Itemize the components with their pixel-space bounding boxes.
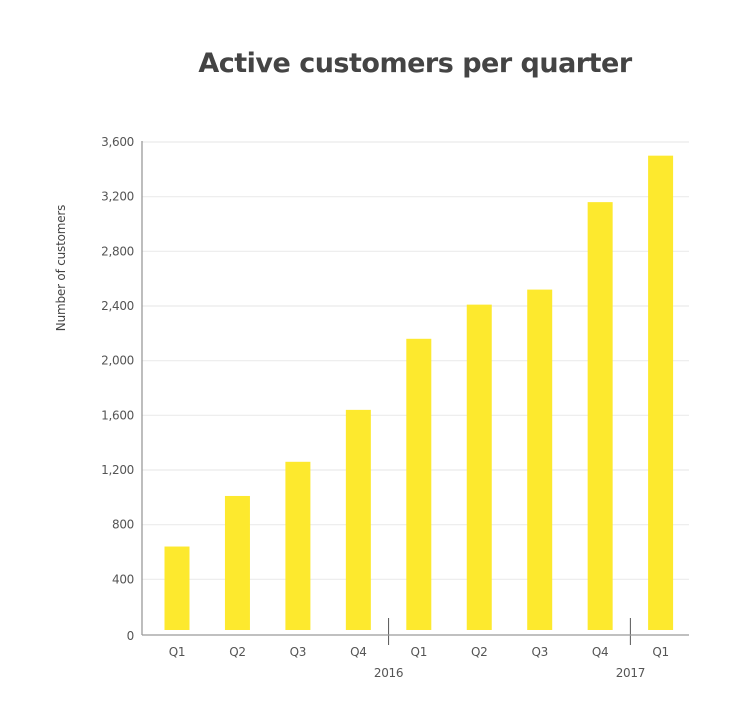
- x-tick-label: Q1: [411, 645, 427, 659]
- x-tick-labels: Q1 Q2 Q3 Q4 Q1 Q2 Q3 Q4 Q1: [169, 645, 669, 659]
- x-tick-label: Q1: [652, 645, 668, 659]
- year-groups: 2016 2017: [374, 618, 645, 680]
- bar: [648, 155, 674, 630]
- bar: [164, 546, 190, 630]
- x-tick-label: Q4: [350, 645, 366, 659]
- y-axis-label: Number of customers: [54, 205, 68, 331]
- bars: [164, 155, 674, 630]
- bar: [224, 495, 250, 630]
- year-label: 2017: [616, 666, 645, 680]
- bar: [285, 461, 311, 630]
- year-label: 2016: [374, 666, 403, 680]
- bar: [345, 409, 371, 630]
- y-tick-label: 400: [112, 572, 134, 586]
- x-tick-label: Q1: [169, 645, 185, 659]
- y-tick-label: 1,200: [101, 463, 134, 477]
- bar: [527, 289, 553, 630]
- y-tick-label: 3,600: [101, 135, 134, 149]
- chart-title: Active customers per quarter: [198, 48, 633, 79]
- bar: [406, 338, 432, 630]
- x-tick-label: Q2: [471, 645, 487, 659]
- y-tick-label: 800: [112, 518, 134, 532]
- y-tick-labels: 0 400 800 1,200 1,600 2,000 2,400 2,800 3,200 3,6…: [101, 135, 134, 643]
- x-tick-label: Q4: [592, 645, 608, 659]
- x-tick-label: Q2: [229, 645, 245, 659]
- x-tick-label: Q3: [290, 645, 306, 659]
- y-tick-label: 3,200: [101, 190, 134, 204]
- x-tick-label: Q3: [531, 645, 547, 659]
- bar: [587, 202, 613, 630]
- y-tick-label: 2,800: [101, 244, 134, 258]
- y-tick-label: 1,600: [101, 408, 134, 422]
- y-tick-label: 2,400: [101, 299, 134, 313]
- bar: [466, 304, 492, 630]
- y-tick-label: 2,000: [101, 354, 134, 368]
- y-tick-label: 0: [127, 629, 134, 643]
